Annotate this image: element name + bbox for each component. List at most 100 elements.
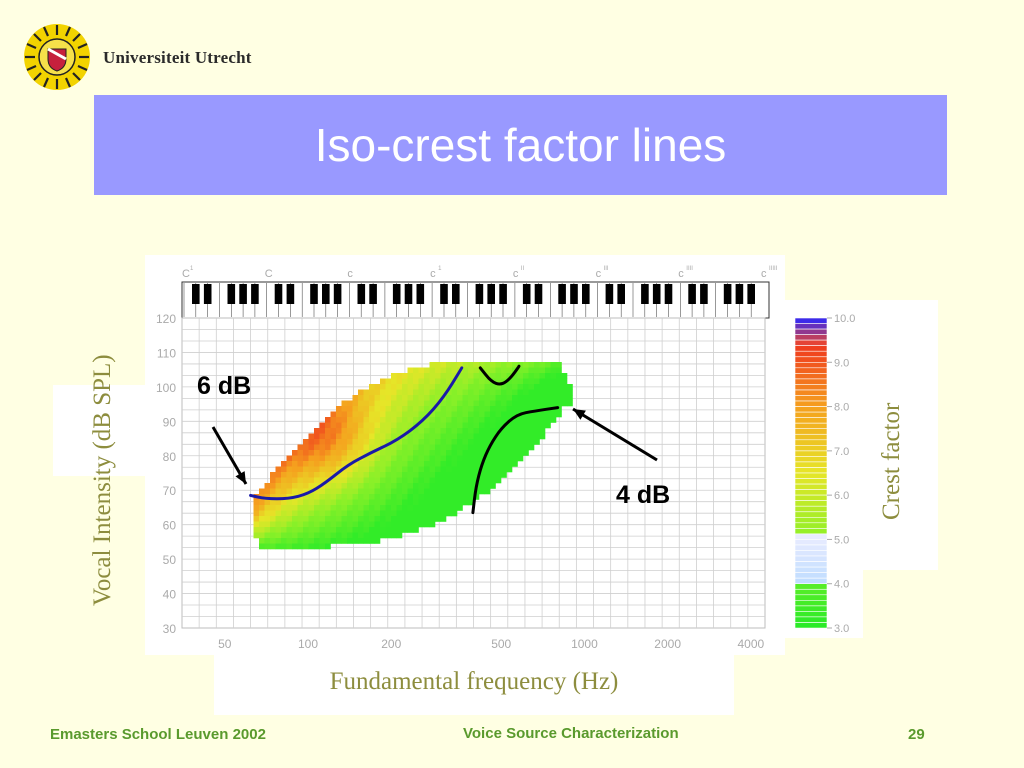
- black-key: [404, 284, 413, 304]
- heatmap-cell: [457, 466, 463, 473]
- black-key: [570, 284, 578, 304]
- heatmap-cell: [451, 466, 458, 473]
- heatmap-cell: [457, 406, 463, 412]
- heatmap-cell: [341, 521, 348, 528]
- heatmap-cell: [429, 444, 436, 451]
- heatmap-cell: [468, 378, 474, 385]
- heatmap-cell: [391, 472, 397, 478]
- heatmap-cell: [539, 389, 546, 396]
- heatmap-cell: [561, 395, 568, 401]
- colorbar-tick-label: 5.0: [834, 534, 849, 546]
- heatmap-cell: [319, 461, 326, 467]
- heatmap-cell: [347, 494, 353, 500]
- heatmap-cell: [451, 461, 458, 467]
- heatmap-cell: [418, 461, 425, 467]
- heatmap-cell: [534, 389, 540, 396]
- heatmap-cell: [413, 472, 419, 478]
- heatmap-cell: [270, 505, 276, 511]
- heatmap-cell: [424, 389, 430, 396]
- heatmap-cell: [413, 477, 419, 484]
- heatmap-cell: [462, 439, 469, 445]
- heatmap-cell: [352, 428, 359, 434]
- heatmap-cell: [325, 499, 331, 506]
- heatmap-cell: [396, 395, 403, 401]
- heatmap-cell: [303, 543, 309, 550]
- y-tick-label: 60: [163, 519, 177, 533]
- heatmap-cell: [424, 433, 430, 440]
- colorbar-band: [794, 599, 828, 607]
- heatmap-cell: [495, 439, 502, 445]
- heatmap-cell: [308, 433, 315, 440]
- heatmap-cell: [347, 433, 353, 440]
- heatmap-cell: [292, 466, 298, 473]
- heatmap-cell: [380, 516, 386, 522]
- colorbar-label: Crest factor: [878, 402, 905, 520]
- arrow-head: [573, 409, 586, 420]
- heatmap-cell: [330, 466, 337, 473]
- heatmap-cell: [468, 411, 474, 418]
- heatmap-cell: [479, 444, 485, 451]
- heatmap-cell: [341, 472, 348, 478]
- heatmap-cell: [270, 527, 276, 533]
- heatmap-cell: [352, 400, 359, 407]
- heatmap-cell: [413, 367, 419, 374]
- heatmap-cell: [413, 521, 419, 528]
- note-label: C: [182, 268, 190, 280]
- heatmap-cell: [512, 395, 518, 401]
- heatmap-cell: [369, 472, 375, 478]
- heatmap-cell: [391, 483, 397, 489]
- heatmap-cell: [270, 532, 276, 539]
- heatmap-cell: [358, 477, 364, 484]
- heatmap-cell: [270, 538, 276, 544]
- heatmap-cell: [275, 505, 282, 511]
- heatmap-cell: [385, 521, 392, 528]
- heatmap-cell: [341, 455, 348, 462]
- heatmap-cell: [352, 494, 359, 500]
- heatmap-cell: [281, 505, 287, 511]
- heatmap-cell: [330, 428, 337, 434]
- heatmap-cell: [446, 455, 452, 462]
- black-key: [735, 284, 744, 304]
- heatmap-cell: [429, 362, 436, 368]
- heatmap-cell: [396, 477, 403, 484]
- heatmap-cell: [534, 362, 540, 368]
- heatmap-cell: [451, 389, 458, 396]
- heatmap-cell: [374, 483, 381, 489]
- heatmap-cell: [363, 483, 370, 489]
- heatmap-cell: [358, 417, 364, 423]
- heatmap-cell: [341, 516, 348, 522]
- heatmap-cell: [506, 406, 513, 412]
- heatmap-cell: [523, 373, 529, 379]
- heatmap-cell: [495, 362, 502, 368]
- heatmap-cell: [429, 384, 436, 390]
- black-key: [392, 284, 401, 304]
- heatmap-cell: [292, 461, 298, 467]
- heatmap-cell: [473, 362, 480, 368]
- heatmap-cell: [501, 433, 507, 440]
- heatmap-cell: [314, 532, 320, 539]
- heatmap-cell: [391, 389, 397, 396]
- heatmap-cell: [424, 439, 430, 445]
- heatmap-cell: [380, 466, 386, 473]
- heatmap-cell: [523, 406, 529, 412]
- heatmap-cell: [369, 384, 375, 390]
- heatmap-cell: [468, 422, 474, 429]
- heatmap-cell: [413, 384, 419, 390]
- heatmap-cell: [490, 389, 496, 396]
- heatmap-cell: [418, 516, 425, 522]
- heatmap-cell: [501, 395, 507, 401]
- heatmap-cell: [468, 389, 474, 396]
- heatmap-cell: [330, 505, 337, 511]
- heatmap-cell: [402, 400, 408, 407]
- heatmap-cell: [523, 389, 529, 396]
- heatmap-cell: [325, 450, 331, 456]
- heatmap-cell: [319, 455, 326, 462]
- heatmap-cell: [528, 384, 535, 390]
- heatmap-cell: [286, 461, 293, 467]
- heatmap-cell: [380, 439, 386, 445]
- heatmap-cell: [550, 378, 557, 385]
- heatmap-cell: [319, 433, 326, 440]
- heatmap-cell: [336, 538, 342, 544]
- black-key: [582, 284, 590, 304]
- colorbar-band: [794, 411, 828, 418]
